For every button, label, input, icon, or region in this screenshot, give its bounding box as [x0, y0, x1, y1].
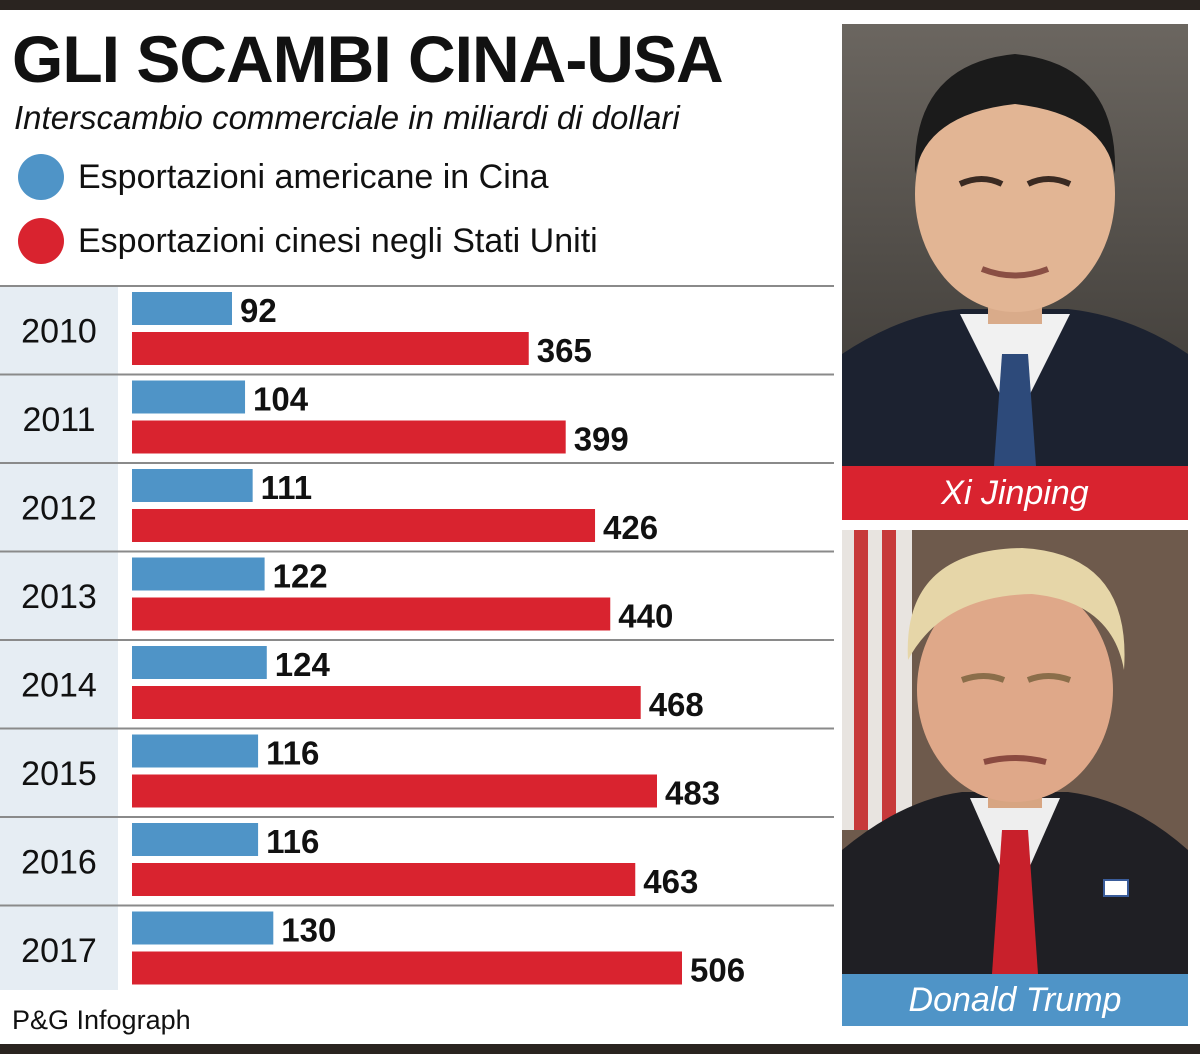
chart-title: GLI SCAMBI CINA-USA	[12, 22, 724, 96]
year-label-2012: 2012	[21, 489, 97, 527]
value-label-china-exports-2013: 440	[618, 598, 673, 635]
value-label-us-exports-2015: 116	[266, 735, 319, 772]
year-label-2016: 2016	[21, 843, 97, 881]
caption-donald-trump: Donald Trump	[842, 974, 1188, 1026]
portrait-photo-trump	[842, 530, 1188, 974]
bar-us-exports-2014	[132, 646, 267, 679]
bar-china-exports-2013	[132, 597, 611, 631]
value-label-us-exports-2017: 130	[281, 912, 336, 949]
year-label-2013: 2013	[21, 578, 97, 616]
value-label-china-exports-2010: 365	[537, 332, 592, 369]
legend-swatch-us-exports	[18, 154, 64, 200]
bar-us-exports-2010	[132, 292, 232, 325]
year-label-2010: 2010	[21, 312, 97, 350]
bar-china-exports-2016	[132, 863, 636, 896]
year-column-background	[0, 286, 118, 990]
bar-china-exports-2014	[132, 686, 641, 719]
value-label-china-exports-2011: 399	[574, 421, 629, 458]
bar-us-exports-2013	[132, 557, 265, 591]
bar-china-exports-2011	[132, 420, 566, 454]
bar-china-exports-2017	[132, 951, 682, 985]
value-label-us-exports-2013: 122	[273, 558, 328, 595]
chart-subtitle: Interscambio commerciale in miliardi di …	[14, 99, 680, 136]
legend-swatch-china-exports	[18, 218, 64, 264]
value-label-us-exports-2014: 124	[275, 646, 331, 683]
value-label-china-exports-2014: 468	[649, 686, 704, 723]
bar-us-exports-2016	[132, 823, 259, 856]
legend-item-china-exports: Esportazioni cinesi negli Stati Uniti	[18, 217, 598, 265]
value-label-china-exports-2017: 506	[690, 952, 745, 989]
top-rule	[0, 0, 1200, 10]
value-label-us-exports-2010: 92	[240, 292, 277, 329]
bar-us-exports-2011	[132, 380, 246, 414]
value-label-us-exports-2012: 111	[261, 469, 312, 506]
bar-us-exports-2017	[132, 911, 274, 945]
caption-xi-jinping: Xi Jinping	[842, 466, 1188, 520]
bar-us-exports-2015	[132, 734, 259, 768]
bar-china-exports-2015	[132, 774, 657, 808]
portrait-photo-xi	[842, 24, 1188, 466]
value-label-china-exports-2016: 463	[643, 863, 698, 900]
year-label-2011: 2011	[22, 401, 95, 439]
value-label-us-exports-2011: 104	[253, 381, 309, 418]
trade-bar-chart: 2010 92 365 2011 104 399 2012 111 426 2013 122 440 2…	[0, 285, 834, 990]
bar-china-exports-2010	[132, 332, 529, 365]
value-label-china-exports-2012: 426	[603, 509, 658, 546]
year-label-2015: 2015	[21, 755, 97, 793]
legend-label-us-exports: Esportazioni americane in Cina	[78, 158, 549, 196]
value-label-china-exports-2015: 483	[665, 775, 720, 812]
source-credit: P&G Infograph	[12, 1005, 191, 1035]
legend-item-us-exports: Esportazioni americane in Cina	[18, 153, 549, 201]
legend-label-china-exports: Esportazioni cinesi negli Stati Uniti	[78, 222, 598, 260]
year-label-2017: 2017	[21, 932, 97, 970]
bar-china-exports-2012	[132, 509, 596, 542]
year-label-2014: 2014	[21, 666, 97, 704]
bottom-rule	[0, 1044, 1200, 1054]
bar-us-exports-2012	[132, 469, 253, 502]
value-label-us-exports-2016: 116	[266, 823, 319, 860]
